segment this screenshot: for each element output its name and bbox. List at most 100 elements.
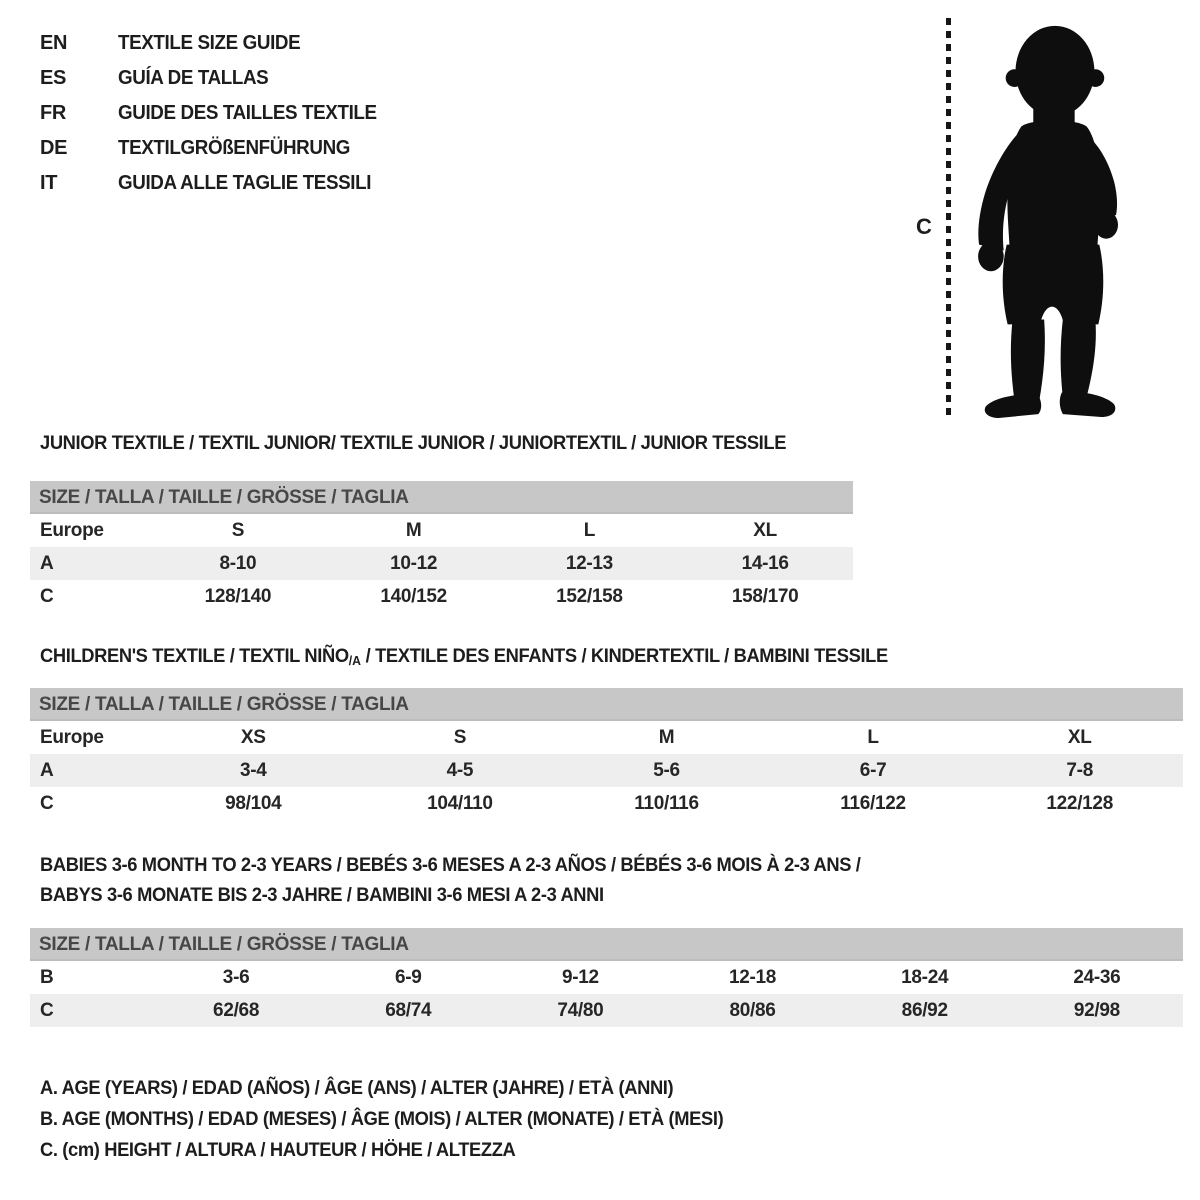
age-months-value: 12-18 <box>728 966 777 988</box>
row-label: C <box>40 792 54 814</box>
language-row-fr: FR GUIDE DES TAILLES TEXTILE <box>40 96 393 131</box>
children-table: Europe XS S M L XL A 3-4 4-5 5-6 6-7 7-8… <box>30 721 1183 820</box>
height-value: 122/128 <box>1046 792 1113 814</box>
height-value: 152/158 <box>556 585 623 607</box>
table-row-age-months: B 3-6 6-9 9-12 12-18 18-24 24-36 <box>30 961 1183 994</box>
age-value: 8-10 <box>219 552 257 574</box>
language-code: DE <box>40 137 68 159</box>
legend-text-c: C. (cm) HEIGHT / ALTURA / HAUTEUR / HÖHE… <box>40 1139 516 1161</box>
size-value: L <box>867 726 879 748</box>
language-row-it: IT GUIDA ALLE TAGLIE TESSILI <box>40 166 393 201</box>
babies-section-title: BABIES 3-6 MONTH TO 2-3 YEARS / BEBÉS 3-… <box>40 850 913 910</box>
language-code: EN <box>40 32 68 54</box>
age-value: 14-16 <box>741 552 789 574</box>
age-months-value: 18-24 <box>901 966 949 988</box>
language-row-de: DE TEXTILGRÖßENFÜHRUNG <box>40 131 393 166</box>
legend-line-b: B. AGE (MONTHS) / EDAD (MESES) / ÂGE (MO… <box>40 1104 767 1135</box>
age-value: 10-12 <box>390 552 438 574</box>
table-row-height: C 98/104 104/110 110/116 116/122 122/128 <box>30 787 1183 820</box>
size-value: S <box>453 726 467 748</box>
age-value: 7-8 <box>1066 759 1093 781</box>
legend-text-b: B. AGE (MONTHS) / EDAD (MESES) / ÂGE (MO… <box>40 1108 724 1130</box>
height-value: 80/86 <box>729 999 776 1021</box>
age-months-value: 3-6 <box>222 966 250 988</box>
legend-block: A. AGE (YEARS) / EDAD (AÑOS) / ÂGE (ANS)… <box>40 1073 767 1166</box>
children-title-sub: /A <box>348 653 361 668</box>
children-section-title: CHILDREN'S TEXTILE / TEXTIL NIÑO/A / TEX… <box>40 645 942 668</box>
row-label: B <box>40 966 54 988</box>
table-row-age: A 8-10 10-12 12-13 14-16 <box>30 547 853 580</box>
height-value: 68/74 <box>385 999 432 1021</box>
height-measure-label: C <box>916 214 932 239</box>
age-value: 12-13 <box>565 552 613 574</box>
size-value: M <box>405 519 422 541</box>
language-row-es: ES GUÍA DE TALLAS <box>40 61 393 96</box>
row-label: A <box>40 552 54 574</box>
junior-section-title: JUNIOR TEXTILE / TEXTIL JUNIOR/ TEXTILE … <box>40 432 834 455</box>
table-row-height: C 62/68 68/74 74/80 80/86 86/92 92/98 <box>30 994 1183 1027</box>
guide-title: TEXTILGRÖßENFÜHRUNG <box>118 137 351 159</box>
size-header-bar: SIZE / TALLA / TAILLE / GRÖSSE / TAGLIA <box>30 688 1183 721</box>
row-label: A <box>40 759 54 781</box>
guide-title: GUÍA DE TALLAS <box>118 67 269 89</box>
height-value: 86/92 <box>901 999 948 1021</box>
row-label: Europe <box>40 519 104 541</box>
height-value: 74/80 <box>557 999 604 1021</box>
row-label: Europe <box>40 726 104 748</box>
height-value: 104/110 <box>427 792 493 814</box>
age-value: 5-6 <box>653 759 680 781</box>
height-value: 92/98 <box>1073 999 1120 1021</box>
height-measure-dashed-line <box>946 18 951 416</box>
size-value: L <box>583 519 596 541</box>
height-value: 158/170 <box>731 585 799 607</box>
table-row-age: A 3-4 4-5 5-6 6-7 7-8 <box>30 754 1183 787</box>
size-value: S <box>231 519 245 541</box>
size-value: XL <box>753 519 777 541</box>
babies-size-table: SIZE / TALLA / TAILLE / GRÖSSE / TAGLIA … <box>30 928 1183 1027</box>
age-value: 6-7 <box>859 759 887 781</box>
height-value: 98/104 <box>225 792 282 814</box>
height-value: 110/116 <box>634 792 699 814</box>
guide-title: GUIDE DES TAILLES TEXTILE <box>118 102 377 124</box>
babies-table: B 3-6 6-9 9-12 12-18 18-24 24-36 C 62/68… <box>30 961 1183 1027</box>
size-header-bar: SIZE / TALLA / TAILLE / GRÖSSE / TAGLIA <box>30 928 1183 961</box>
language-code: FR <box>40 102 67 124</box>
height-value: 128/140 <box>204 585 272 607</box>
size-value: XS <box>240 726 266 748</box>
age-months-value: 6-9 <box>394 966 422 988</box>
babies-title-line1: BABIES 3-6 MONTH TO 2-3 YEARS / BEBÉS 3-… <box>40 854 861 876</box>
language-code: ES <box>40 67 67 89</box>
children-title-part2: / TEXTILE DES ENFANTS / KINDERTEXTIL / B… <box>360 645 889 667</box>
table-row-europe: Europe XS S M L XL <box>30 721 1183 754</box>
children-size-table: SIZE / TALLA / TAILLE / GRÖSSE / TAGLIA … <box>30 688 1183 820</box>
junior-size-table: SIZE / TALLA / TAILLE / GRÖSSE / TAGLIA … <box>30 481 853 613</box>
babies-title-line2: BABYS 3-6 MONATE BIS 2-3 JAHRE / BAMBINI… <box>40 884 604 906</box>
age-value: 4-5 <box>446 759 474 781</box>
junior-title-text: JUNIOR TEXTILE / TEXTIL JUNIOR/ TEXTILE … <box>40 432 787 454</box>
size-header-bar: SIZE / TALLA / TAILLE / GRÖSSE / TAGLIA <box>30 481 853 514</box>
language-row-en: EN TEXTILE SIZE GUIDE <box>40 26 393 61</box>
children-title-part1: CHILDREN'S TEXTILE / TEXTIL NIÑO <box>40 645 349 667</box>
row-label: C <box>40 999 54 1021</box>
guide-title: GUIDA ALLE TAGLIE TESSILI <box>118 172 372 194</box>
age-months-value: 24-36 <box>1073 966 1121 988</box>
toddler-silhouette-icon <box>978 25 1119 419</box>
height-value: 62/68 <box>213 999 260 1021</box>
language-title-block: EN TEXTILE SIZE GUIDE ES GUÍA DE TALLAS … <box>40 26 393 201</box>
height-value: 140/152 <box>380 585 447 607</box>
row-label: C <box>40 585 54 607</box>
age-months-value: 9-12 <box>561 966 599 988</box>
table-row-europe: Europe S M L XL <box>30 514 853 547</box>
age-value: 3-4 <box>240 759 267 781</box>
children-title-text: CHILDREN'S TEXTILE / TEXTIL NIÑO/A / TEX… <box>40 645 888 668</box>
size-value: XL <box>1067 726 1092 748</box>
language-code: IT <box>40 172 58 194</box>
table-row-height: C 128/140 140/152 152/158 158/170 <box>30 580 853 613</box>
legend-line-a: A. AGE (YEARS) / EDAD (AÑOS) / ÂGE (ANS)… <box>40 1073 767 1104</box>
size-value: M <box>658 726 675 748</box>
legend-line-c: C. (cm) HEIGHT / ALTURA / HAUTEUR / HÖHE… <box>40 1135 767 1166</box>
legend-text-a: A. AGE (YEARS) / EDAD (AÑOS) / ÂGE (ANS)… <box>40 1077 674 1099</box>
guide-title: TEXTILE SIZE GUIDE <box>118 32 301 54</box>
junior-table: Europe S M L XL A 8-10 10-12 12-13 14-16… <box>30 514 853 613</box>
